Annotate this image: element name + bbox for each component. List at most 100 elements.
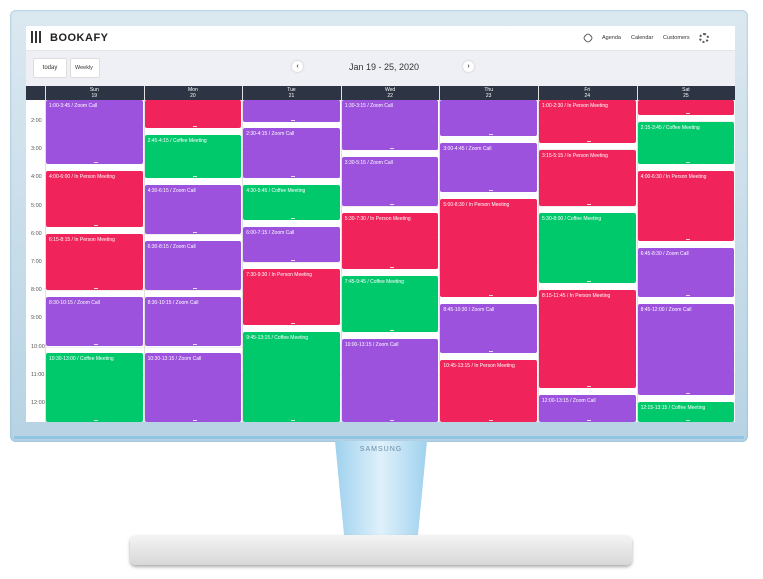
- day-divider: [538, 86, 539, 422]
- event-label: 3:15-5:15 / In Person Meeting: [542, 153, 608, 159]
- event-label: 8:15-11:45 / In Person Meeting: [542, 293, 611, 299]
- time-label: 6:00: [31, 230, 42, 237]
- event[interactable]: 7:45-9:45 / Coffee Meeting: [341, 276, 439, 332]
- event[interactable]: 8:15-11:45 / In Person Meeting: [539, 290, 636, 388]
- event[interactable]: [440, 100, 537, 136]
- event[interactable]: 10:00-13:15 / Zoom Call: [341, 339, 439, 422]
- event[interactable]: 3:15-5:15 / In Person Meeting: [539, 150, 636, 206]
- time-label: 9:00: [31, 315, 42, 322]
- next-button[interactable]: ›: [463, 61, 474, 72]
- event[interactable]: 6:45-8:30 / Zoom Call: [637, 248, 735, 297]
- time-label: 2:00: [31, 118, 42, 124]
- monitor-neck: [335, 441, 427, 537]
- event-handle: [94, 344, 99, 345]
- event-handle: [94, 420, 99, 421]
- event-label: 7:45-9:45 / Coffee Meeting: [344, 279, 404, 285]
- event-handle: [685, 295, 690, 296]
- settings-icon[interactable]: [699, 33, 709, 43]
- event[interactable]: 4:00-6:30 / In Person Meeting: [637, 171, 735, 241]
- prev-button[interactable]: ‹: [292, 61, 303, 72]
- event-label: 2:45-4:15 / Coffee Meeting: [147, 138, 207, 144]
- event[interactable]: 4:30-5:45 / Coffee Meeting: [243, 185, 340, 220]
- event[interactable]: 8:45-12:00 / Zoom Call: [637, 304, 735, 395]
- day-divider: [242, 86, 244, 422]
- nav-link[interactable]: Customers: [663, 35, 690, 41]
- event[interactable]: 6:30-8:15 / Zoom Call: [144, 241, 242, 290]
- time-label: 7:00: [31, 259, 42, 265]
- event[interactable]: 6:15-8:15 / In Person Meeting: [46, 234, 143, 290]
- day-header-bar: [26, 86, 735, 100]
- logo-icon: [31, 31, 41, 43]
- event-label: 12:00-13:15 / Zoom Call: [542, 398, 596, 404]
- event-label: 10:30-13:15 / Zoom Call: [147, 356, 202, 362]
- day-date: 19: [91, 93, 98, 99]
- day-divider: [143, 86, 145, 422]
- event[interactable]: 4:30-6:15 / Zoom Call: [144, 185, 242, 234]
- event-handle: [291, 323, 296, 324]
- day-divider: [636, 86, 638, 422]
- nav-link[interactable]: Agenda: [602, 35, 621, 41]
- link-icon[interactable]: [582, 32, 594, 44]
- nav-link[interactable]: Calendar: [631, 35, 654, 41]
- event[interactable]: 5:30-7:30 / In Person Meeting: [341, 213, 439, 269]
- day-divider: [45, 86, 46, 422]
- event-label: 8:30-10:15 / Zoom Call: [147, 300, 199, 306]
- monitor-chin-line: [14, 436, 744, 439]
- day-divider: [439, 86, 441, 422]
- event[interactable]: 10:45-13:15 / In Person Meeting: [440, 360, 537, 422]
- event[interactable]: 8:30-10:15 / Zoom Call: [144, 297, 242, 346]
- view-select[interactable]: Weekly: [70, 58, 100, 78]
- event-label: 7:30-9:30 / In Person Meeting: [246, 272, 313, 278]
- event-label: 1:00-3:45 / Zoom Call: [49, 103, 98, 109]
- event[interactable]: 1:00-2:30 / In Person Meeting: [539, 100, 636, 143]
- event[interactable]: 2:15-3:45 / Coffee Meeting: [637, 122, 735, 164]
- day-name: Sun: [89, 87, 99, 93]
- event-handle: [390, 204, 395, 205]
- day-date: 23: [485, 93, 492, 99]
- event[interactable]: 2:30-4:15 / Zoom Call: [243, 128, 340, 178]
- event[interactable]: 12:15-13:15 / Coffee Meeting: [637, 402, 735, 422]
- event-label: 9:45-13:15 / Coffee Meeting: [246, 335, 309, 341]
- day-name: Mon: [188, 87, 198, 93]
- event-handle: [685, 239, 690, 240]
- event[interactable]: 6:00-7:15 / Zoom Call: [243, 227, 340, 262]
- today-button[interactable]: today: [33, 58, 67, 78]
- event[interactable]: [243, 100, 340, 122]
- event-handle: [94, 225, 99, 226]
- event[interactable]: 1:30-3:15 / Zoom Call: [341, 100, 439, 150]
- event-handle: [685, 162, 690, 163]
- event[interactable]: [144, 100, 242, 128]
- event[interactable]: 4:00-6:00 / In Person Meeting: [46, 171, 143, 227]
- event[interactable]: 1:00-3:45 / Zoom Call: [46, 100, 143, 164]
- event-handle: [192, 232, 197, 233]
- event[interactable]: 10:30-13:00 / Coffee Meeting: [46, 353, 143, 422]
- event[interactable]: 9:45-13:15 / Coffee Meeting: [243, 332, 340, 422]
- time-label: 12:00: [31, 400, 45, 406]
- event[interactable]: 2:45-4:15 / Coffee Meeting: [144, 135, 242, 178]
- time-label: 3:00: [31, 146, 42, 153]
- event[interactable]: 8:30-10:15 / Zoom Call: [46, 297, 143, 346]
- day-date: 20: [190, 93, 196, 99]
- day-divider: [340, 86, 342, 422]
- event-handle: [192, 288, 197, 289]
- event[interactable]: 8:45-10:30 / Zoom Call: [440, 304, 537, 353]
- event[interactable]: 5:00-8:30 / In Person Meeting: [440, 199, 537, 297]
- brand[interactable]: BOOKAFY: [50, 32, 109, 44]
- event-label: 8:30-10:15 / Zoom Call: [49, 300, 100, 306]
- event-label: 2:30-4:15 / Zoom Call: [246, 131, 295, 137]
- event-label: 2:15-3:45 / Coffee Meeting: [640, 125, 700, 131]
- event[interactable]: [637, 100, 735, 115]
- monitor-brand: SAMSUNG: [359, 446, 403, 453]
- event-handle: [587, 204, 592, 205]
- event-label: 5:30-8:00 / Coffee Meeting: [542, 216, 602, 222]
- event[interactable]: 12:00-13:15 / Zoom Call: [539, 395, 636, 422]
- day-name: Sat: [682, 87, 690, 93]
- event[interactable]: 7:30-9:30 / In Person Meeting: [243, 269, 340, 325]
- event-label: 5:00-8:30 / In Person Meeting: [443, 202, 510, 208]
- event[interactable]: 3:30-5:15 / Zoom Call: [341, 157, 439, 206]
- event[interactable]: 10:30-13:15 / Zoom Call: [144, 353, 242, 422]
- event[interactable]: 3:00-4:45 / Zoom Call: [440, 143, 537, 192]
- event-label: 1:30-3:15 / Zoom Call: [344, 103, 393, 109]
- event-handle: [587, 420, 592, 421]
- event[interactable]: 5:30-8:00 / Coffee Meeting: [539, 213, 636, 283]
